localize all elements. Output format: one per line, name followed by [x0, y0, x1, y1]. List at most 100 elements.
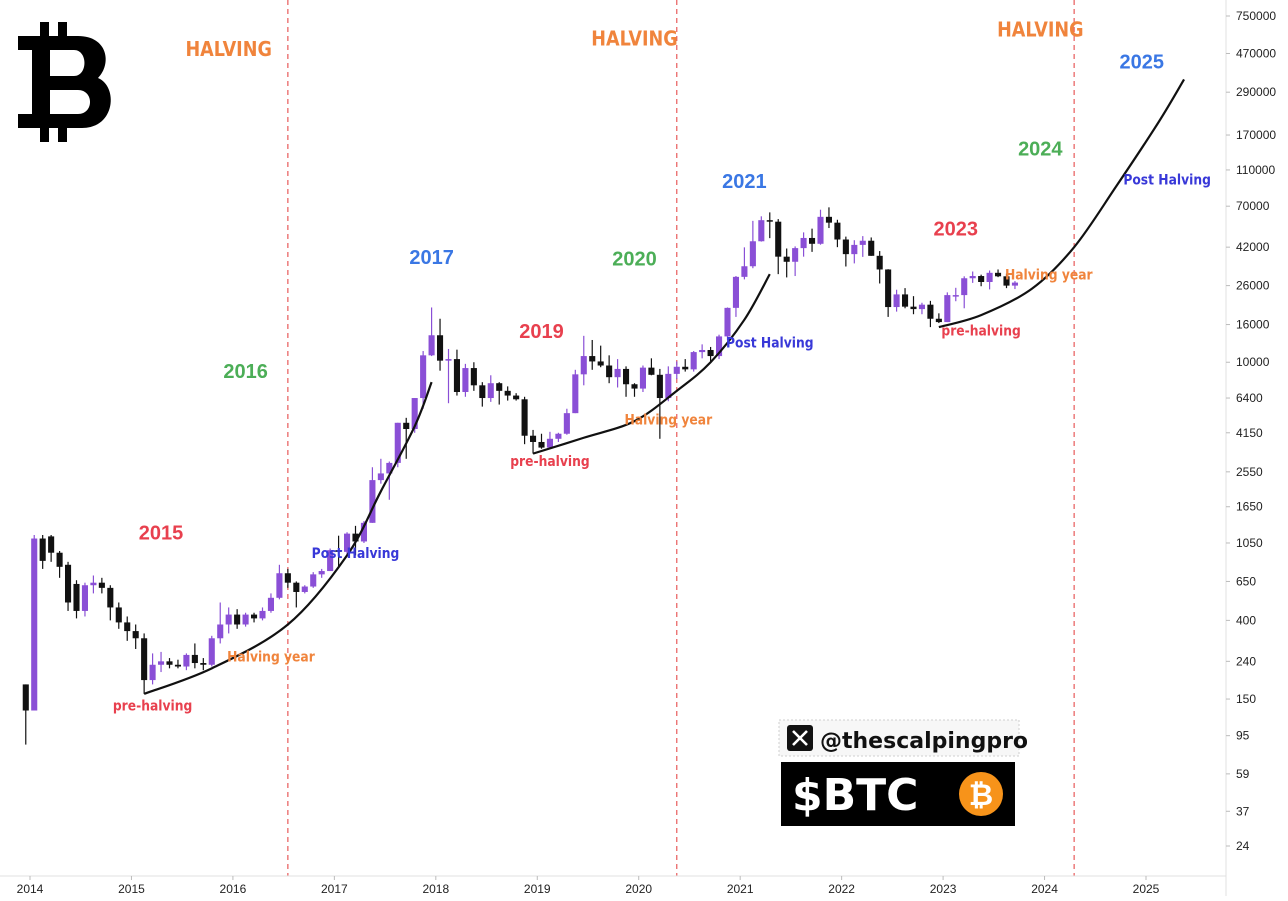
y-tick-label: 470000 — [1236, 46, 1276, 60]
candle-2021-10 — [817, 209, 824, 245]
y-tick-label: 290000 — [1236, 85, 1276, 99]
candle-2023-04 — [969, 271, 976, 283]
candle-2016-06 — [276, 564, 283, 600]
candle-2017-07 — [386, 461, 393, 500]
candle-2017-05 — [369, 467, 376, 523]
annotation-halving-1: HALVING — [185, 39, 271, 61]
candle-2022-04 — [868, 237, 875, 256]
handle-text: @thescalpingpro — [820, 729, 1028, 754]
annotation-note-15: Post Halving — [312, 546, 400, 562]
x-tick-label: 2019 — [524, 882, 551, 896]
candle-2018-11 — [521, 396, 528, 445]
candle-2019-04 — [563, 408, 570, 435]
candle-2016-11 — [318, 568, 325, 578]
candle-2018-10 — [513, 393, 520, 401]
cycle-curve-1 — [143, 381, 433, 695]
candle-2019-07 — [589, 339, 596, 370]
annotations-group: HALVING HALVING HALVING 2015 2016 2017 2019 202… — [113, 20, 1211, 715]
candle-2015-02 — [141, 633, 148, 694]
candle-2016-04 — [259, 607, 266, 621]
candle-2022-02 — [851, 240, 858, 264]
candle-2016-02 — [242, 612, 249, 627]
candle-2023-09 — [1011, 281, 1018, 290]
bitcoin-logo — [18, 22, 111, 142]
brand-badge: @thescalpingpro $BTC ₿ — [778, 719, 1028, 826]
candle-2020-04 — [665, 366, 672, 402]
candle-2022-06 — [885, 269, 892, 317]
x-tick-label: 2015 — [118, 882, 145, 896]
x-logo-icon — [787, 725, 813, 751]
candle-2019-11 — [623, 366, 630, 397]
annotation-year-8: 2020 — [612, 248, 657, 270]
halving-lines-group — [287, 0, 1075, 876]
candle-2017-09 — [403, 417, 410, 459]
x-tick-label: 2020 — [625, 882, 652, 896]
candle-2015-06 — [174, 659, 181, 669]
x-tick-label: 2018 — [422, 882, 449, 896]
y-tick-label: 2550 — [1236, 465, 1263, 479]
annotation-year-4: 2015 — [139, 522, 184, 544]
candle-2015-10 — [208, 635, 215, 667]
candle-2020-08 — [699, 344, 706, 359]
candle-2017-02 — [344, 532, 351, 555]
candle-2014-08 — [90, 575, 97, 594]
candle-2023-06 — [986, 270, 993, 290]
candle-2016-01 — [234, 609, 241, 629]
candle-2023-01 — [944, 292, 951, 323]
y-tick-label: 95 — [1236, 729, 1250, 743]
annotation-note-18: Post Halving — [726, 336, 814, 352]
candle-2015-09 — [200, 658, 207, 671]
candle-2018-08 — [496, 382, 503, 405]
annotation-note-16: pre-halving — [510, 454, 589, 470]
y-tick-label: 10000 — [1236, 355, 1270, 369]
candle-2014-03 — [48, 534, 55, 562]
candle-2019-03 — [555, 432, 562, 442]
candle-2021-07 — [792, 246, 799, 277]
candle-2015-01 — [132, 624, 139, 649]
candle-2018-02 — [445, 348, 452, 404]
candle-2021-09 — [809, 228, 816, 252]
candle-2020-10 — [716, 334, 723, 360]
y-tick-label: 400 — [1236, 613, 1256, 627]
candle-2018-04 — [462, 363, 469, 397]
candle-2016-09 — [301, 585, 308, 594]
candle-2020-12 — [732, 276, 739, 317]
candle-2020-05 — [673, 361, 680, 380]
candle-2023-07 — [995, 269, 1002, 278]
candle-2015-05 — [166, 658, 173, 669]
cycle-curves-group — [143, 78, 1185, 695]
candle-2014-10 — [107, 585, 114, 621]
candle-2016-05 — [267, 593, 274, 613]
annotation-year-7: 2019 — [519, 321, 564, 343]
ticker-text: $BTC — [792, 770, 918, 821]
y-tick-label: 170000 — [1236, 128, 1276, 142]
candle-2017-01 — [335, 535, 342, 567]
candle-2022-07 — [893, 289, 900, 312]
candle-2015-07 — [183, 653, 190, 671]
candle-2014-05 — [65, 561, 72, 611]
y-tick-label: 150 — [1236, 692, 1256, 706]
candle-2020-02 — [648, 358, 655, 376]
handle-box — [778, 719, 1020, 757]
candle-2014-01 — [31, 534, 38, 711]
y-tick-label: 37 — [1236, 804, 1250, 818]
bitcoin-coin-icon: ₿ — [959, 772, 1003, 816]
candle-2014-06 — [73, 580, 80, 619]
candle-2019-09 — [606, 355, 613, 384]
candle-2014-04 — [56, 551, 63, 578]
y-axis-ticks: 750000 470000 290000 170000 110000 70000 42000… — [1226, 9, 1276, 853]
annotation-year-6: 2017 — [409, 247, 454, 269]
x-tick-label: 2022 — [828, 882, 855, 896]
y-tick-label: 4150 — [1236, 426, 1263, 440]
y-tick-label: 110000 — [1236, 163, 1275, 177]
annotation-note-13: pre-halving — [113, 699, 192, 715]
candle-2021-02 — [749, 220, 756, 269]
candle-2023-08 — [1003, 273, 1010, 289]
y-tick-label: 59 — [1236, 767, 1250, 781]
candle-2021-11 — [825, 207, 832, 229]
candle-2015-11 — [217, 602, 224, 644]
annotation-note-20: Halving year — [1005, 268, 1093, 284]
candle-2021-05 — [775, 219, 782, 275]
annotation-year-10: 2023 — [934, 219, 979, 241]
